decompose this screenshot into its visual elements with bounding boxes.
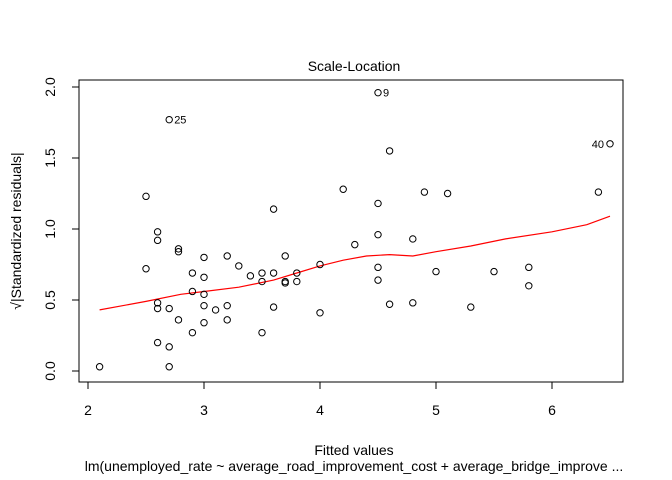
points-group xyxy=(95,88,614,371)
data-point xyxy=(165,363,173,371)
data-point xyxy=(188,287,197,296)
x-tick-label: 3 xyxy=(200,402,208,418)
data-point xyxy=(211,306,220,314)
data-point xyxy=(594,188,603,196)
data-point xyxy=(281,252,289,260)
point-label: 25 xyxy=(174,115,186,127)
x-axis: 2 3 4 5 6 xyxy=(84,381,556,418)
data-point xyxy=(165,304,173,313)
data-point xyxy=(316,309,324,317)
data-point xyxy=(142,192,150,201)
data-point xyxy=(246,272,255,280)
y-axis: 0.0 0.5 1.0 1.5 2.0 xyxy=(42,77,80,381)
data-point xyxy=(281,279,289,287)
data-point xyxy=(258,277,266,286)
point-label: 40 xyxy=(592,139,604,151)
data-point xyxy=(200,273,208,281)
data-point xyxy=(223,316,231,324)
point-label: 9 xyxy=(383,88,389,100)
data-point xyxy=(153,304,162,313)
x-tick-label: 5 xyxy=(432,402,440,418)
data-point xyxy=(188,328,197,337)
y-tick-label: 2.0 xyxy=(42,77,58,97)
data-point xyxy=(269,205,278,213)
data-point xyxy=(269,269,278,277)
data-point xyxy=(200,301,208,310)
smooth-line xyxy=(99,215,611,311)
data-point xyxy=(235,262,243,270)
data-point xyxy=(374,263,382,272)
data-point xyxy=(188,269,197,277)
data-point xyxy=(374,276,382,284)
data-point xyxy=(385,147,394,155)
data-point xyxy=(223,301,231,310)
data-point xyxy=(200,290,208,299)
data-point xyxy=(606,140,614,148)
smooth-line-group xyxy=(99,215,611,311)
data-point xyxy=(269,303,278,311)
data-point xyxy=(258,269,266,277)
chart-title: Scale-Location xyxy=(308,58,401,74)
data-point xyxy=(174,248,183,256)
x-tick-label: 4 xyxy=(316,402,324,418)
data-point xyxy=(153,228,162,236)
data-point xyxy=(339,185,347,193)
data-point xyxy=(293,269,301,277)
data-point xyxy=(153,338,162,347)
data-point xyxy=(174,245,183,253)
y-axis-label: √|Standardized residuals| xyxy=(8,152,24,309)
data-point xyxy=(200,319,208,327)
data-point xyxy=(385,300,394,308)
y-tick-label: 0.5 xyxy=(42,290,58,310)
x-tick-label: 6 xyxy=(548,402,556,418)
y-tick-label: 1.5 xyxy=(42,148,58,168)
data-point xyxy=(174,316,183,324)
data-point xyxy=(316,260,324,269)
data-point xyxy=(142,265,150,273)
data-point xyxy=(525,282,533,290)
y-tick-label: 0.0 xyxy=(42,361,58,381)
point-labels-group: 25 9 40 xyxy=(174,88,604,151)
data-point xyxy=(258,328,266,337)
data-point xyxy=(420,188,429,196)
data-point xyxy=(409,235,417,243)
data-point xyxy=(409,299,417,307)
data-point xyxy=(525,263,533,272)
data-point xyxy=(165,343,173,351)
data-point xyxy=(351,240,359,249)
data-point xyxy=(95,363,104,371)
data-point xyxy=(153,299,162,307)
data-point xyxy=(443,189,452,198)
data-point xyxy=(293,277,301,286)
data-point xyxy=(467,303,475,311)
x-tick-label: 2 xyxy=(84,402,92,418)
y-tick-label: 1.0 xyxy=(42,219,58,239)
data-point xyxy=(200,253,208,262)
x-axis-label: Fitted values xyxy=(314,442,393,458)
model-formula-subtitle: lm(unemployed_rate ~ average_road_improv… xyxy=(85,458,624,474)
data-point xyxy=(374,199,382,208)
data-point xyxy=(165,115,173,124)
data-point xyxy=(153,236,162,245)
data-point xyxy=(432,267,440,276)
data-point xyxy=(223,252,231,260)
data-point xyxy=(374,88,382,97)
data-point xyxy=(490,267,498,276)
data-point xyxy=(374,230,382,239)
